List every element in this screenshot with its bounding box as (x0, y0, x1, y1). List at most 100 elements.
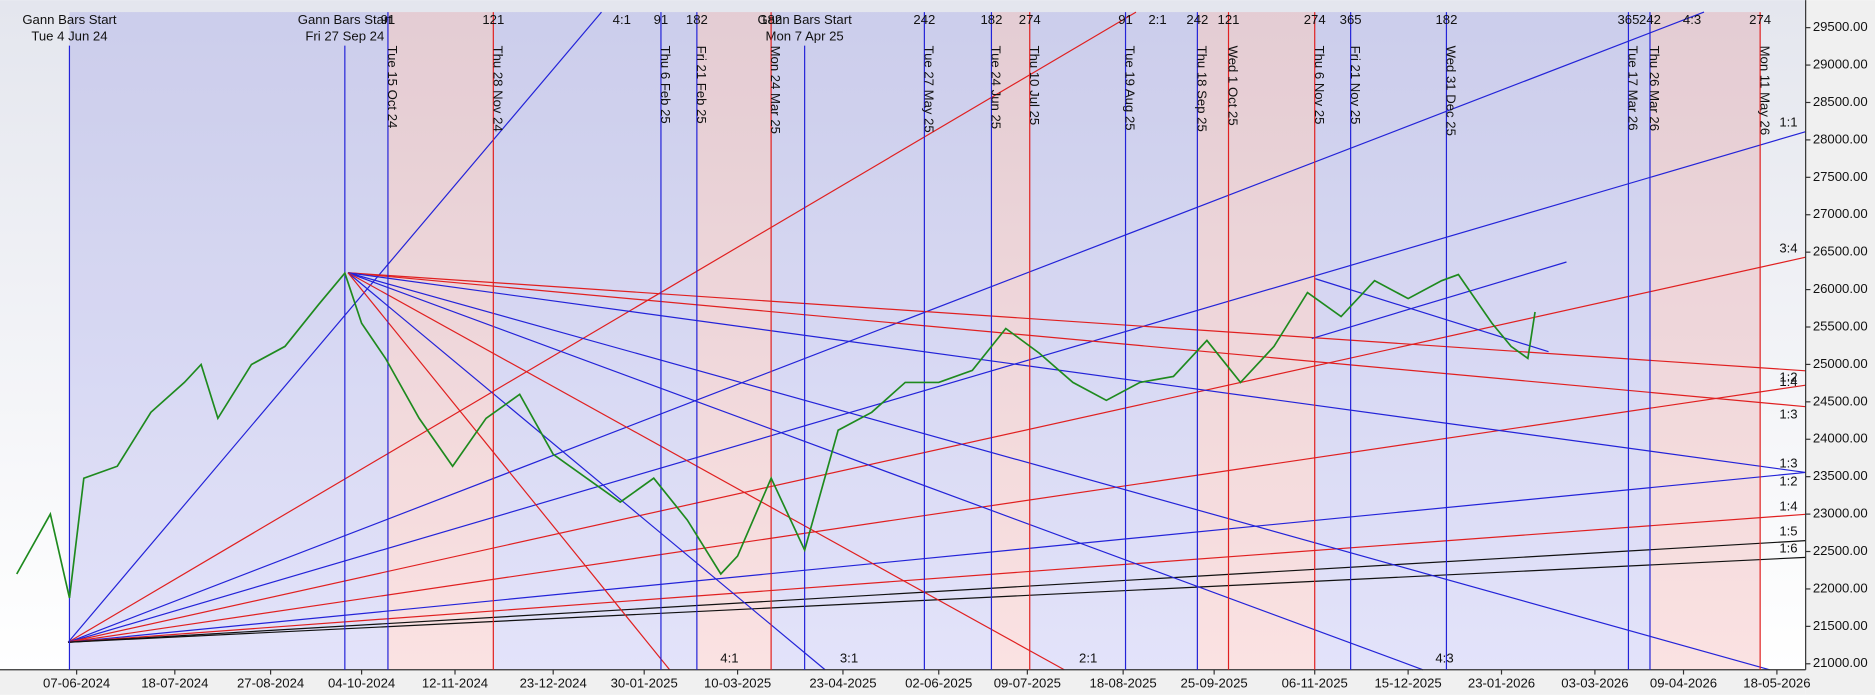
fan-line (347, 272, 826, 671)
cycle-count: 274 (1019, 12, 1041, 27)
x-tick-label: 06-11-2025 (1282, 676, 1348, 691)
cycle-date-label: Fri 21 Nov 25 (1348, 46, 1363, 125)
cycle-count: 242 (1186, 12, 1208, 27)
x-tick-label: 23-12-2024 (520, 676, 587, 691)
cycle-date-label: Tue 27 May 25 (921, 46, 936, 133)
fan-line (67, 11, 1137, 643)
fan-label: 1:4 (1779, 499, 1797, 514)
fan-label: 4:1 (720, 650, 738, 665)
channel-line (1311, 261, 1567, 340)
y-tick-label: 25500.00 (1813, 318, 1868, 333)
channel-line (1315, 278, 1549, 353)
fan-line (68, 256, 1806, 643)
y-axis-panel (1805, 0, 1875, 695)
x-tick-label: 03-03-2026 (1561, 676, 1628, 691)
fan-labels: 4:1 2:1 4:3 4:1 3:1 2:1 4:3 1:1 3:4 1:2 … (613, 12, 1798, 666)
time-band (344, 12, 388, 670)
cycle-date-label: Mon 11 May 26 (1757, 46, 1772, 136)
fan-line (67, 11, 602, 643)
cycle-date-label: Thu 6 Feb 25 (658, 46, 673, 124)
cycle-date-label: Tue 17 Mar 26 (1626, 46, 1641, 131)
fan-line (347, 272, 1806, 408)
bands (69, 12, 1761, 670)
fan-line (68, 513, 1806, 643)
y-tick-label: 27000.00 (1813, 206, 1868, 221)
fan-label: 3:1 (840, 650, 858, 665)
time-band (1649, 12, 1761, 670)
fan-line (68, 471, 1806, 643)
cycle-date-label: Tue 15 Oct 24 (385, 46, 400, 129)
time-band (1197, 12, 1229, 670)
cycle-date-label: Thu 6 Nov 25 (1312, 46, 1327, 125)
y-tick-label: 24000.00 (1813, 431, 1868, 446)
x-tick-label: 30-01-2025 (611, 676, 678, 691)
y-tick-label: 27500.00 (1813, 169, 1868, 184)
fan-label: 1:3 (1779, 407, 1797, 422)
cycle-date-label: Mon 24 Mar 25 (768, 46, 783, 134)
cycle-date-label: Wed 1 Oct 25 (1226, 46, 1241, 126)
cycle-count: 242 (913, 12, 935, 27)
x-tick-label: 09-07-2025 (994, 676, 1061, 691)
cycle-count: 365 (1617, 12, 1639, 27)
fan-line (68, 384, 1806, 643)
fan-line (347, 272, 1065, 671)
gann-start-label: Gann Bars Start (298, 12, 393, 27)
cycle-count: 182 (980, 12, 1002, 27)
fan-label: 3:4 (1779, 240, 1797, 255)
fan-label: 4:3 (1683, 12, 1701, 27)
y-tick-label: 23000.00 (1813, 506, 1868, 521)
fan-label: 1:2 (1779, 369, 1797, 384)
fan-label: 1:4 (1779, 374, 1797, 389)
cycle-date-label: Tue 24 Jun 25 (989, 46, 1004, 130)
cycle-count: 91 (654, 12, 669, 27)
cycle-count: 182 (760, 12, 782, 27)
y-tick-label: 25000.00 (1813, 356, 1868, 371)
x-tick-label: 12-11-2024 (422, 676, 488, 691)
y-tick-label: 29500.00 (1813, 19, 1868, 34)
y-tick-label: 28500.00 (1813, 94, 1868, 109)
time-band (924, 12, 992, 670)
cycle-count: 121 (482, 12, 504, 27)
y-tick-label: 24500.00 (1813, 393, 1868, 408)
cycle-date-label: Thu 28 Nov 24 (490, 46, 505, 132)
x-axis-panel (0, 669, 1806, 695)
time-band (1314, 12, 1351, 670)
time-band (771, 12, 805, 670)
fan-label: 2:1 (1079, 650, 1097, 665)
x-tick-label: 23-01-2026 (1468, 676, 1535, 691)
x-tick-label: 25-09-2025 (1181, 676, 1248, 691)
gann-start-label: Gann Bars Start (22, 12, 117, 27)
time-band (1446, 12, 1629, 670)
cycle-count: 274 (1749, 12, 1771, 27)
time-band (69, 12, 345, 670)
x-tick-label: 23-04-2025 (809, 676, 876, 691)
y-tick-label: 22000.00 (1813, 580, 1868, 595)
time-band (1029, 12, 1126, 670)
fan-label: 4:3 (1435, 650, 1453, 665)
fan-line (68, 540, 1806, 643)
fan-line (347, 272, 1806, 474)
x-tick-label: 04-10-2024 (328, 676, 395, 691)
gann-start-label: Gann Bars Start (758, 12, 853, 27)
fan-line (347, 272, 1424, 671)
x-tick-label: 18-05-2026 (1743, 676, 1810, 691)
x-tick-label: 07-06-2024 (43, 676, 110, 691)
fan-line (67, 131, 1806, 643)
cycle-count: 365 (1340, 12, 1362, 27)
fan-label: 1:2 (1779, 473, 1797, 488)
time-band (1628, 12, 1650, 670)
y-tick-label: 29000.00 (1813, 57, 1868, 72)
fan-line (347, 272, 1806, 372)
y-tick-label: 23500.00 (1813, 468, 1868, 483)
gann-start-date: Mon 7 Apr 25 (766, 29, 844, 44)
cycle-count: 91 (381, 12, 396, 27)
cycle-count: 121 (1218, 12, 1240, 27)
x-tick-label: 18-07-2024 (141, 676, 208, 691)
gann-fans (67, 11, 1806, 671)
x-tick-label: 27-08-2024 (237, 676, 304, 691)
fan-label: 1:1 (1779, 115, 1797, 130)
time-band (660, 12, 697, 670)
y-tick-label: 21000.00 (1813, 655, 1868, 670)
fan-label: 1:6 (1779, 540, 1797, 555)
